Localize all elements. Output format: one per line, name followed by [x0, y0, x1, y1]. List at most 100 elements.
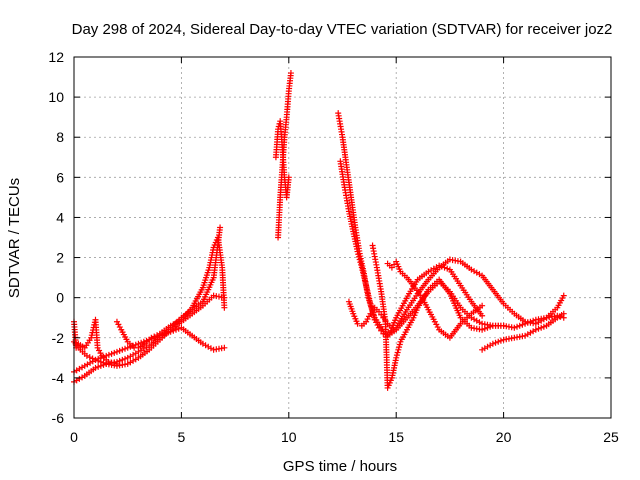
data-point	[530, 317, 537, 324]
data-point	[108, 359, 115, 366]
plot-frame	[73, 56, 612, 419]
data-point	[514, 323, 521, 330]
data-point	[524, 319, 531, 326]
data-point	[371, 314, 378, 321]
y-tick-label: 0	[56, 290, 64, 306]
data-point	[357, 259, 364, 266]
series-arc12	[384, 258, 486, 341]
data-point	[355, 251, 362, 258]
data-point	[492, 339, 499, 346]
data-point	[97, 358, 104, 365]
data-point	[378, 327, 385, 334]
data-point	[354, 248, 361, 255]
data-point	[516, 322, 523, 329]
data-point	[436, 262, 443, 269]
data-point	[92, 364, 99, 371]
y-tick-label: 12	[48, 49, 64, 65]
data-point	[368, 303, 375, 310]
data-point	[173, 326, 180, 333]
tick-layer: 0 5 10 15 20 25 -6 -4 -2 0 2 4 6 8 10 12	[48, 49, 619, 445]
series-arc11	[369, 242, 507, 391]
x-axis-label: GPS time / hours	[283, 458, 397, 475]
data-point	[287, 70, 294, 77]
x-tick-label: 0	[70, 429, 78, 445]
data-point	[285, 174, 292, 181]
data-point	[151, 333, 158, 340]
data-point	[481, 325, 488, 332]
data-point	[95, 357, 102, 364]
data-point	[119, 346, 126, 353]
data-point	[479, 312, 486, 319]
data-point	[111, 360, 118, 367]
data-point	[113, 360, 120, 367]
data-point	[122, 355, 129, 362]
data-point	[367, 310, 374, 317]
y-tick-label: -2	[52, 330, 65, 346]
y-axis-label: SDTVAR / TECUs	[6, 178, 23, 298]
data-point	[511, 324, 518, 331]
data-point	[132, 341, 139, 348]
data-point	[396, 344, 403, 351]
y-tick-label: -6	[52, 410, 65, 426]
data-point	[354, 320, 361, 327]
series-arc10	[345, 262, 486, 331]
series-arc5	[113, 234, 228, 351]
y-tick-label: 2	[56, 250, 64, 266]
data-point	[175, 325, 182, 332]
data-point	[444, 265, 451, 272]
data-point	[105, 351, 112, 358]
y-tick-label: 10	[48, 89, 64, 105]
data-point	[122, 345, 129, 352]
data-point	[538, 324, 545, 331]
data-point	[560, 310, 567, 317]
data-layer	[71, 70, 567, 391]
data-point	[221, 344, 228, 351]
data-point	[370, 311, 377, 318]
series-arc3	[71, 292, 228, 369]
data-point	[441, 264, 448, 271]
data-point	[479, 326, 486, 333]
grid-layer	[74, 57, 611, 418]
data-point	[89, 355, 96, 362]
data-point	[92, 356, 99, 363]
series-arc4	[71, 316, 120, 367]
data-point	[393, 354, 400, 361]
data-point	[367, 300, 374, 307]
data-point	[487, 323, 494, 330]
chart-title: Day 298 of 2024, Sidereal Day-to-day VTE…	[72, 21, 613, 38]
data-point	[393, 352, 400, 359]
x-tick-label: 25	[603, 429, 619, 445]
data-point	[560, 292, 567, 299]
data-point	[116, 347, 123, 354]
y-tick-label: 8	[56, 129, 64, 145]
data-point	[497, 337, 504, 344]
data-point	[95, 363, 102, 370]
data-point	[355, 253, 362, 260]
data-point	[119, 356, 126, 363]
data-point	[479, 302, 486, 309]
data-point	[495, 338, 502, 345]
data-point	[100, 359, 107, 366]
data-point	[540, 323, 547, 330]
data-point	[376, 308, 383, 315]
data-point	[369, 307, 376, 314]
data-point	[124, 344, 131, 351]
data-point	[527, 318, 534, 325]
data-point	[484, 324, 491, 331]
data-point	[532, 326, 539, 333]
data-point	[438, 263, 445, 270]
series-arc13	[479, 310, 567, 353]
data-point	[500, 322, 507, 329]
data-point	[221, 304, 228, 311]
data-point	[395, 346, 402, 353]
data-point	[86, 354, 93, 361]
data-point	[358, 261, 365, 268]
y-tick-label: 4	[56, 209, 64, 225]
data-point	[394, 349, 401, 356]
data-point	[113, 348, 120, 355]
data-point	[522, 320, 529, 327]
y-tick-label: -4	[52, 370, 65, 386]
x-tick-label: 15	[388, 429, 404, 445]
series-arc6	[275, 70, 294, 241]
